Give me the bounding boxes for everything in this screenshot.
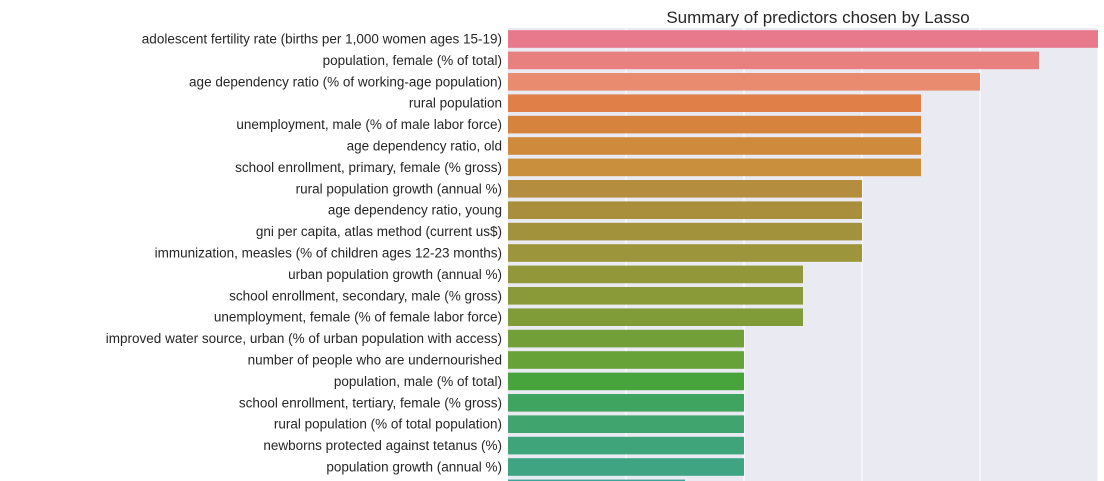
category-label: unemployment, female (% of female labor … (214, 310, 502, 325)
category-label: population, female (% of total) (323, 53, 502, 68)
category-label: age dependency ratio, young (328, 203, 502, 218)
bar (508, 73, 980, 91)
bar (508, 201, 862, 219)
bar (508, 30, 1098, 48)
bar (508, 137, 921, 155)
category-label: immunization, measles (% of children age… (155, 246, 502, 261)
bar (508, 180, 862, 198)
bar (508, 308, 803, 326)
bar (508, 287, 803, 305)
category-label: school enrollment, secondary, male (% gr… (229, 288, 502, 303)
category-label: urban population growth (annual %) (288, 267, 502, 282)
bar (508, 94, 921, 112)
category-label: adolescent fertility rate (births per 1,… (142, 32, 502, 47)
bar (508, 51, 1039, 70)
bar-cut-off (508, 479, 685, 481)
bar (508, 222, 862, 241)
bar (508, 115, 921, 134)
category-label: rural population growth (annual %) (296, 181, 502, 196)
category-label: unemployment, male (% of male labor forc… (236, 117, 502, 132)
category-label: school enrollment, tertiary, female (% g… (239, 395, 502, 410)
bar (508, 158, 921, 177)
bars (508, 30, 1098, 481)
bar (508, 372, 744, 391)
bar (508, 244, 862, 262)
category-labels: adolescent fertility rate (births per 1,… (106, 32, 502, 475)
category-label: gni per capita, atlas method (current us… (256, 224, 502, 239)
bar (508, 436, 744, 455)
bar (508, 394, 744, 412)
bar (508, 329, 744, 348)
category-label: school enrollment, primary, female (% gr… (235, 160, 502, 175)
bar (508, 458, 744, 476)
bar (508, 265, 803, 284)
category-label: rural population (% of total population) (274, 417, 502, 432)
category-label: population growth (annual %) (326, 460, 502, 475)
category-label: age dependency ratio, old (347, 139, 502, 154)
category-label: improved water source, urban (% of urban… (106, 331, 502, 346)
bar (508, 351, 744, 369)
category-label: newborns protected against tetanus (%) (263, 438, 502, 453)
category-label: age dependency ratio (% of working-age p… (189, 74, 502, 89)
category-label: rural population (409, 96, 502, 111)
category-label: population, male (% of total) (334, 374, 502, 389)
bar (508, 415, 744, 433)
category-label: number of people who are undernourished (248, 353, 502, 368)
chart-title: Summary of predictors chosen by Lasso (666, 8, 969, 27)
